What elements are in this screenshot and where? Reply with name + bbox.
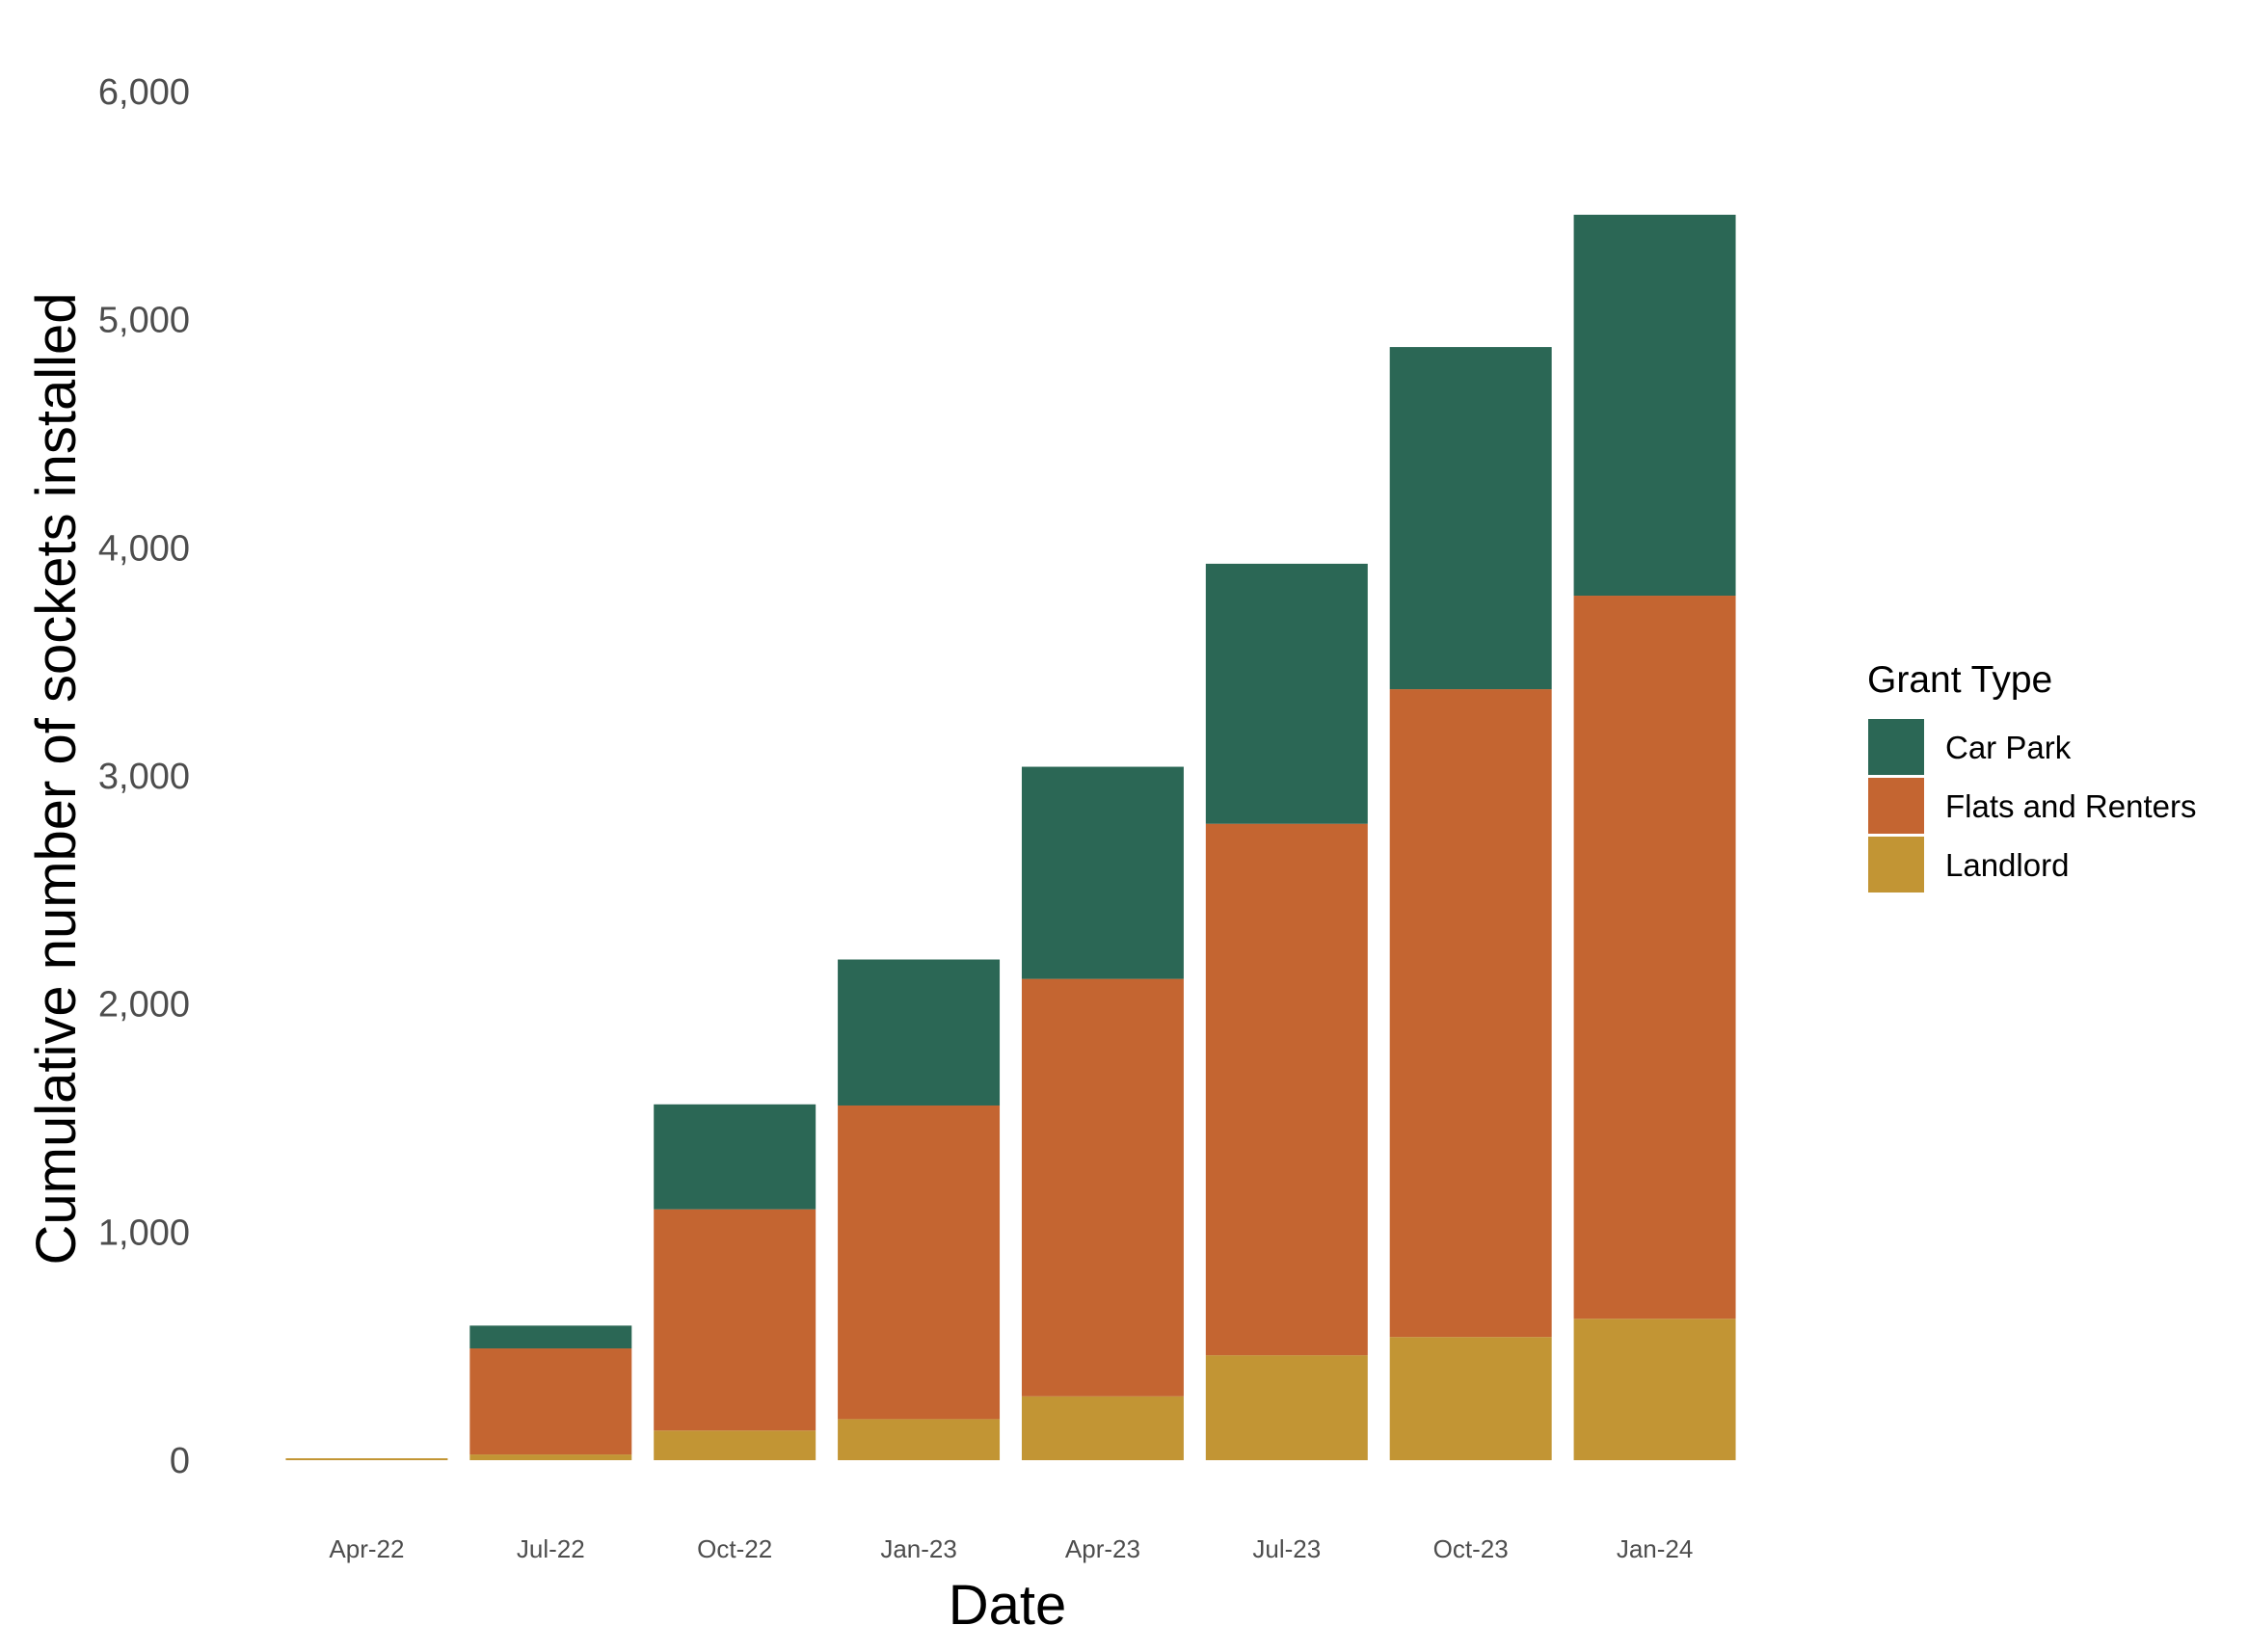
bar-segment	[654, 1430, 816, 1460]
legend-label: Flats and Renters	[1945, 788, 2196, 824]
legend-key	[1868, 719, 1924, 775]
legend-key	[1868, 778, 1924, 834]
y-axis-title: Cumulative number of sockets installed	[25, 292, 88, 1265]
y-tick-label: 4,000	[98, 528, 190, 569]
bar-segment	[838, 1419, 1001, 1460]
x-axis-ticks: Apr-22 Jul-22 Oct-22 Jan-23 Apr-23 Jul-23 Oct-…	[329, 1534, 1693, 1563]
bar-segment	[1021, 766, 1184, 979]
bars-layer	[285, 214, 1736, 1460]
legend-label: Landlord	[1945, 847, 2069, 883]
bar-segment	[654, 1104, 816, 1210]
x-tick-label: Jan-23	[880, 1534, 957, 1563]
bar-segment	[1573, 596, 1736, 1319]
bar-segment	[654, 1209, 816, 1431]
x-tick-label: Apr-22	[329, 1534, 404, 1563]
bar-segment	[469, 1348, 632, 1455]
bar-segment	[838, 1105, 1001, 1420]
bar-segment	[1021, 978, 1184, 1397]
bar-segment	[838, 959, 1001, 1106]
bar-segment	[1389, 1337, 1552, 1460]
x-tick-label: Jul-23	[1252, 1534, 1321, 1563]
legend-title: Grant Type	[1867, 659, 2052, 701]
x-tick-label: Oct-23	[1433, 1534, 1509, 1563]
bar-segment	[1205, 1355, 1368, 1460]
bar-segment	[469, 1325, 632, 1349]
y-tick-label: 2,000	[98, 985, 190, 1026]
y-tick-label: 0	[170, 1441, 190, 1481]
y-tick-label: 5,000	[98, 301, 190, 341]
x-axis-title: Date	[949, 1574, 1067, 1637]
x-tick-label: Oct-22	[697, 1534, 772, 1563]
y-tick-label: 1,000	[98, 1212, 190, 1253]
y-tick-label: 3,000	[98, 757, 190, 797]
bar-segment	[1573, 1319, 1736, 1460]
y-axis-ticks: 0 1,000 2,000 3,000 4,000 5,000 6,000	[98, 72, 190, 1481]
bar-segment	[1021, 1396, 1184, 1460]
bar-segment	[285, 1458, 448, 1460]
y-tick-label: 6,000	[98, 72, 190, 113]
x-tick-label: Apr-23	[1065, 1534, 1140, 1563]
bar-segment	[1205, 823, 1368, 1356]
bar-segment	[1573, 214, 1736, 597]
x-tick-label: Jul-22	[517, 1534, 585, 1563]
bar-segment	[1389, 347, 1552, 690]
x-tick-label: Jan-24	[1617, 1534, 1694, 1563]
legend-key	[1868, 837, 1924, 893]
bar-segment	[469, 1454, 632, 1460]
bar-segment	[1205, 563, 1368, 824]
legend: Grant Type Car Park Flats and Renters Land…	[1867, 659, 2196, 893]
bar-segment	[1389, 689, 1552, 1338]
legend-label: Car Park	[1945, 730, 2072, 765]
